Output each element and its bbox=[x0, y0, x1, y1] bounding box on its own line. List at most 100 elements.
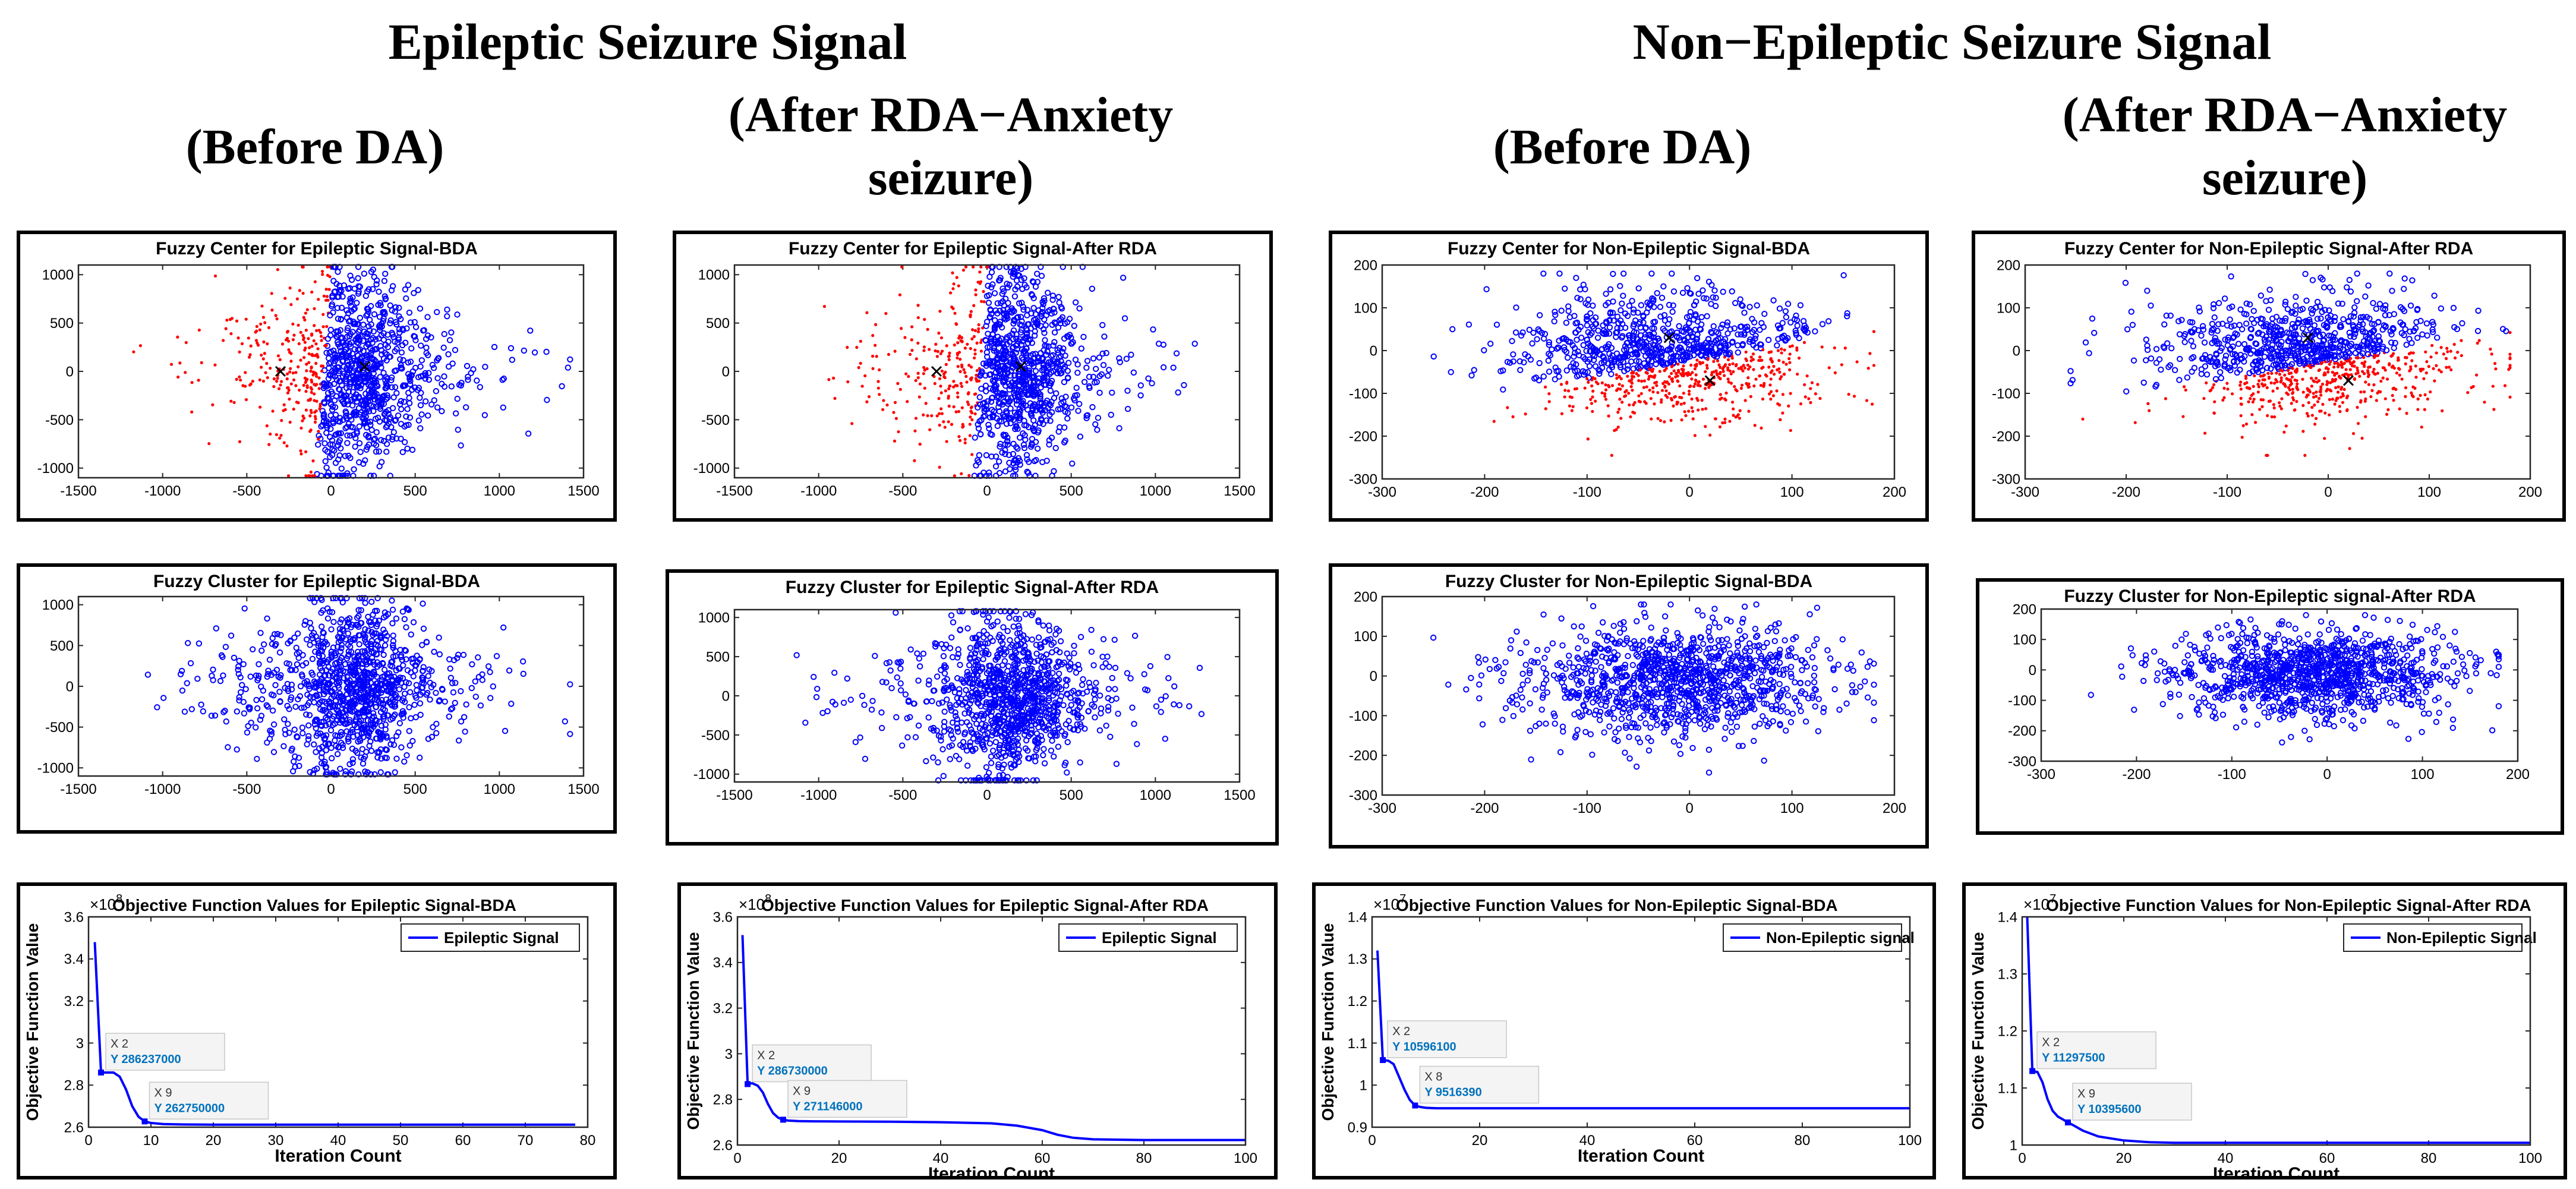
data-point bbox=[1676, 400, 1680, 404]
data-point bbox=[259, 322, 263, 326]
data-point bbox=[1547, 400, 1551, 403]
data-point bbox=[1642, 379, 1646, 383]
data-point bbox=[1566, 389, 1571, 393]
data-point bbox=[1010, 269, 1017, 276]
data-point bbox=[354, 357, 360, 364]
data-point bbox=[2279, 379, 2283, 382]
data-point bbox=[2475, 373, 2479, 377]
data-point bbox=[2320, 382, 2325, 386]
data-point bbox=[947, 355, 950, 358]
data-point bbox=[1078, 345, 1085, 352]
data-point bbox=[1019, 354, 1025, 361]
data-point bbox=[900, 327, 903, 330]
data-point bbox=[1724, 391, 1728, 395]
data-point bbox=[305, 308, 309, 311]
data-point bbox=[2361, 370, 2364, 373]
data-point bbox=[1050, 305, 1057, 312]
data-point bbox=[255, 324, 258, 329]
data-point bbox=[1072, 299, 1079, 306]
data-point bbox=[370, 436, 377, 443]
data-point bbox=[2408, 340, 2415, 346]
data-point bbox=[956, 391, 960, 395]
data-point bbox=[906, 400, 909, 403]
data-point bbox=[1536, 312, 1543, 318]
data-point bbox=[335, 294, 342, 300]
data-point bbox=[2492, 408, 2496, 411]
data-point bbox=[2188, 338, 2195, 344]
data-point bbox=[1686, 290, 1693, 297]
heading-after-rda-non-epileptic-line1: (After RDA−Anxiety bbox=[2062, 87, 2508, 143]
data-point bbox=[2423, 408, 2426, 411]
data-point bbox=[2503, 384, 2507, 387]
chart-title: Fuzzy Center for Non-Epileptic Signal-Af… bbox=[2064, 239, 2473, 258]
data-point bbox=[229, 399, 233, 403]
data-point bbox=[292, 333, 296, 337]
data-point bbox=[299, 426, 303, 430]
data-point bbox=[2363, 372, 2366, 376]
x-tick-label: 0 bbox=[327, 781, 335, 797]
data-point bbox=[1723, 421, 1727, 424]
data-point bbox=[979, 280, 983, 283]
data-point bbox=[1694, 382, 1697, 386]
data-point bbox=[1493, 321, 1500, 328]
data-point bbox=[2329, 288, 2336, 295]
data-point bbox=[975, 421, 981, 428]
data-point bbox=[2362, 293, 2369, 300]
data-point bbox=[1701, 377, 1705, 381]
data-point bbox=[360, 415, 366, 421]
data-point bbox=[1029, 405, 1036, 412]
data-point bbox=[2391, 393, 2394, 398]
data-point bbox=[1130, 369, 1137, 376]
data-point bbox=[239, 379, 242, 382]
data-point bbox=[363, 446, 370, 453]
data-point bbox=[1145, 375, 1152, 382]
data-point bbox=[2437, 368, 2441, 372]
data-point bbox=[1788, 345, 1792, 348]
data-point bbox=[1735, 414, 1739, 418]
x-tick-label: -1500 bbox=[60, 781, 96, 797]
data-point bbox=[301, 265, 305, 269]
x-tick-label: 100 bbox=[1780, 484, 1804, 500]
data-point bbox=[2221, 361, 2228, 368]
data-point bbox=[1825, 318, 1832, 324]
data-point bbox=[1833, 346, 1836, 350]
data-point bbox=[305, 369, 308, 373]
data-point bbox=[2218, 345, 2225, 352]
data-point bbox=[361, 270, 368, 277]
data-point bbox=[982, 338, 989, 344]
data-point bbox=[2429, 390, 2432, 394]
data-point bbox=[2475, 307, 2482, 314]
data-point bbox=[2257, 379, 2261, 383]
data-point bbox=[945, 440, 948, 443]
data-point bbox=[1694, 373, 1698, 377]
data-point bbox=[1653, 346, 1660, 353]
data-point bbox=[1005, 452, 1013, 458]
data-point bbox=[1726, 349, 1733, 356]
data-point bbox=[2395, 371, 2398, 375]
data-point bbox=[2346, 329, 2353, 336]
data-point bbox=[1690, 397, 1694, 401]
data-point bbox=[2293, 294, 2299, 300]
data-point bbox=[1005, 380, 1012, 387]
data-point bbox=[406, 400, 413, 406]
data-point bbox=[942, 420, 945, 424]
data-point bbox=[863, 374, 867, 378]
data-point bbox=[2214, 360, 2220, 367]
data-point bbox=[1032, 332, 1038, 339]
data-point bbox=[303, 340, 307, 344]
data-point bbox=[1003, 310, 1010, 317]
data-point bbox=[366, 355, 373, 361]
data-point bbox=[1529, 340, 1535, 347]
chart-title: Fuzzy Cluster for Epileptic Signal-BDA bbox=[153, 572, 480, 591]
data-point bbox=[1658, 370, 1661, 373]
data-point bbox=[1777, 359, 1781, 362]
data-point bbox=[2234, 331, 2240, 338]
data-point bbox=[2288, 325, 2296, 332]
data-point bbox=[995, 364, 1001, 371]
data-point bbox=[392, 338, 398, 345]
data-point bbox=[1014, 361, 1021, 368]
data-point bbox=[2146, 402, 2150, 405]
data-point bbox=[1032, 439, 1039, 445]
data-point bbox=[344, 327, 351, 334]
data-point bbox=[2297, 348, 2304, 355]
